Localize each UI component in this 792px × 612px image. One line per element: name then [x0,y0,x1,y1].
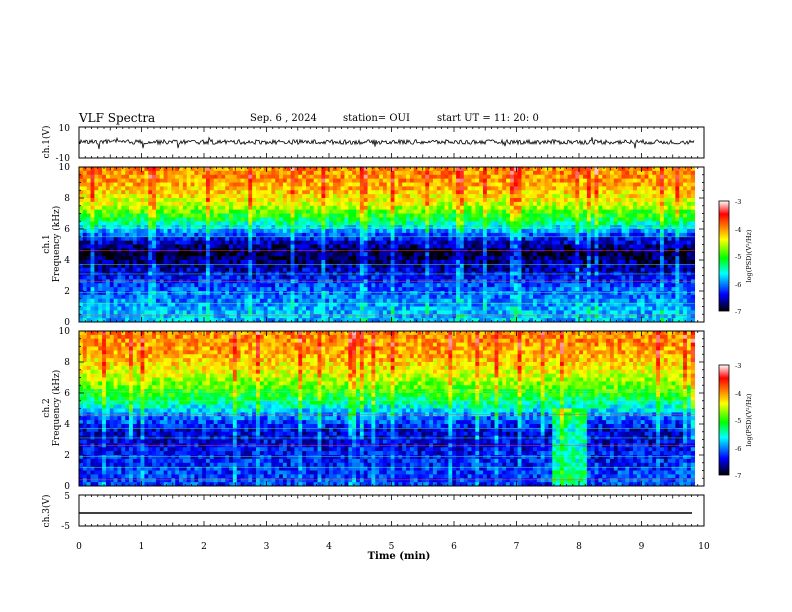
x-tick-label-7: 7 [514,542,520,552]
x-axis-title: Time (min) [368,551,431,562]
x-tick-label-4: 4 [326,542,332,552]
colorbar-1: -3 -4 -5 -6 -7 log(PSD)(V²/Hz) [718,198,753,316]
ch2-ytick-2: 2 [64,451,70,461]
ch1-ytick-top: 10 [59,124,71,134]
ch1-spectrogram-image [79,167,704,323]
ch3-ytick-top: 5 [64,492,70,502]
colorbar-1-label: log(PSD)(V²/Hz) [745,229,753,282]
colorbar-1-tick--4: -4 [735,226,741,234]
ch2-frequency-label: Frequency (kHz) [51,370,62,447]
colorbar-1-tick--5: -5 [735,253,741,261]
ch2-ytick-10: 10 [59,327,71,337]
ch1-ytick-10: 10 [59,163,71,173]
ch1-ytick-2: 2 [64,287,70,297]
ch1-spectrogram-panel: 0 2 4 6 8 10 ch.1 Frequency (kHz) [42,163,705,328]
ch2-spectrogram-image [79,331,704,487]
ch3-waveform-ylabel: ch.3(V) [41,495,52,528]
colorbar-2-label: log(PSD)(V²/Hz) [745,393,753,446]
ch1-channel-label: ch.1 [42,234,52,253]
colorbar-2: -3 -4 -5 -6 -7 log(PSD)(V²/Hz) [718,362,753,480]
ch2-ytick-8: 8 [64,358,70,368]
ch2-spectrogram-panel: 0 2 4 6 8 10 ch.2 Frequency (kHz) [42,327,705,492]
ch3-ytick-bottom: -5 [61,522,70,532]
colorbar-1-tick--6: -6 [735,281,741,289]
ch1-ytick-6: 6 [64,225,70,235]
ch1-ytick-0: 0 [64,318,70,328]
x-tick-label-9: 9 [639,542,645,552]
ch2-ytick-0: 0 [64,482,70,492]
x-tick-label-0: 0 [76,542,82,552]
figure-title: VLF Spectra [79,111,156,125]
x-tick-label-1: 1 [139,542,145,552]
ch2-ytick-4: 4 [64,420,70,430]
x-tick-label-2: 2 [201,542,207,552]
ch1-ytick-bottom: -10 [56,154,71,164]
x-tick-label-10: 10 [698,542,710,552]
colorbar-1-gradient [718,200,730,312]
ch1-ytick-8: 8 [64,194,70,204]
colorbar-2-tick--3: -3 [735,362,741,370]
colorbar-2-gradient [718,364,730,476]
x-tick-label-5: 5 [389,542,395,552]
colorbar-1-tick--3: -3 [735,198,741,206]
ch3-waveform-frame [78,494,705,527]
colorbar-2-tick--4: -4 [735,390,741,398]
start-time-label: start UT = 11: 20: 0 [437,113,539,124]
ch2-ytick-6: 6 [64,389,70,399]
x-axis-tick-labels: 0 1 2 3 4 5 6 7 8 9 10 [76,542,710,552]
x-tick-label-6: 6 [451,542,457,552]
colorbar-2-tick--6: -6 [735,445,741,453]
ch1-waveform-ylabel: ch.1(V) [41,126,52,159]
ch1-frequency-label: Frequency (kHz) [51,206,62,283]
ch2-channel-label: ch.2 [42,398,52,417]
axis-ticks [78,127,705,526]
colorbar-2-tick--5: -5 [735,417,741,425]
x-tick-label-8: 8 [576,542,582,552]
ch1-waveform-panel: 10 -10 ch.1(V) [41,124,705,164]
date-label: Sep. 6 , 2024 [250,113,317,124]
colorbar-1-tick--7: -7 [735,308,741,316]
ch1-ytick-4: 4 [64,256,70,266]
station-label: station= OUI [343,113,410,124]
colorbar-2-tick--7: -7 [735,472,741,480]
ch1-waveform-trace [78,136,695,150]
x-tick-label-3: 3 [264,542,270,552]
ch3-waveform-panel: 5 -5 ch.3(V) [41,492,705,532]
